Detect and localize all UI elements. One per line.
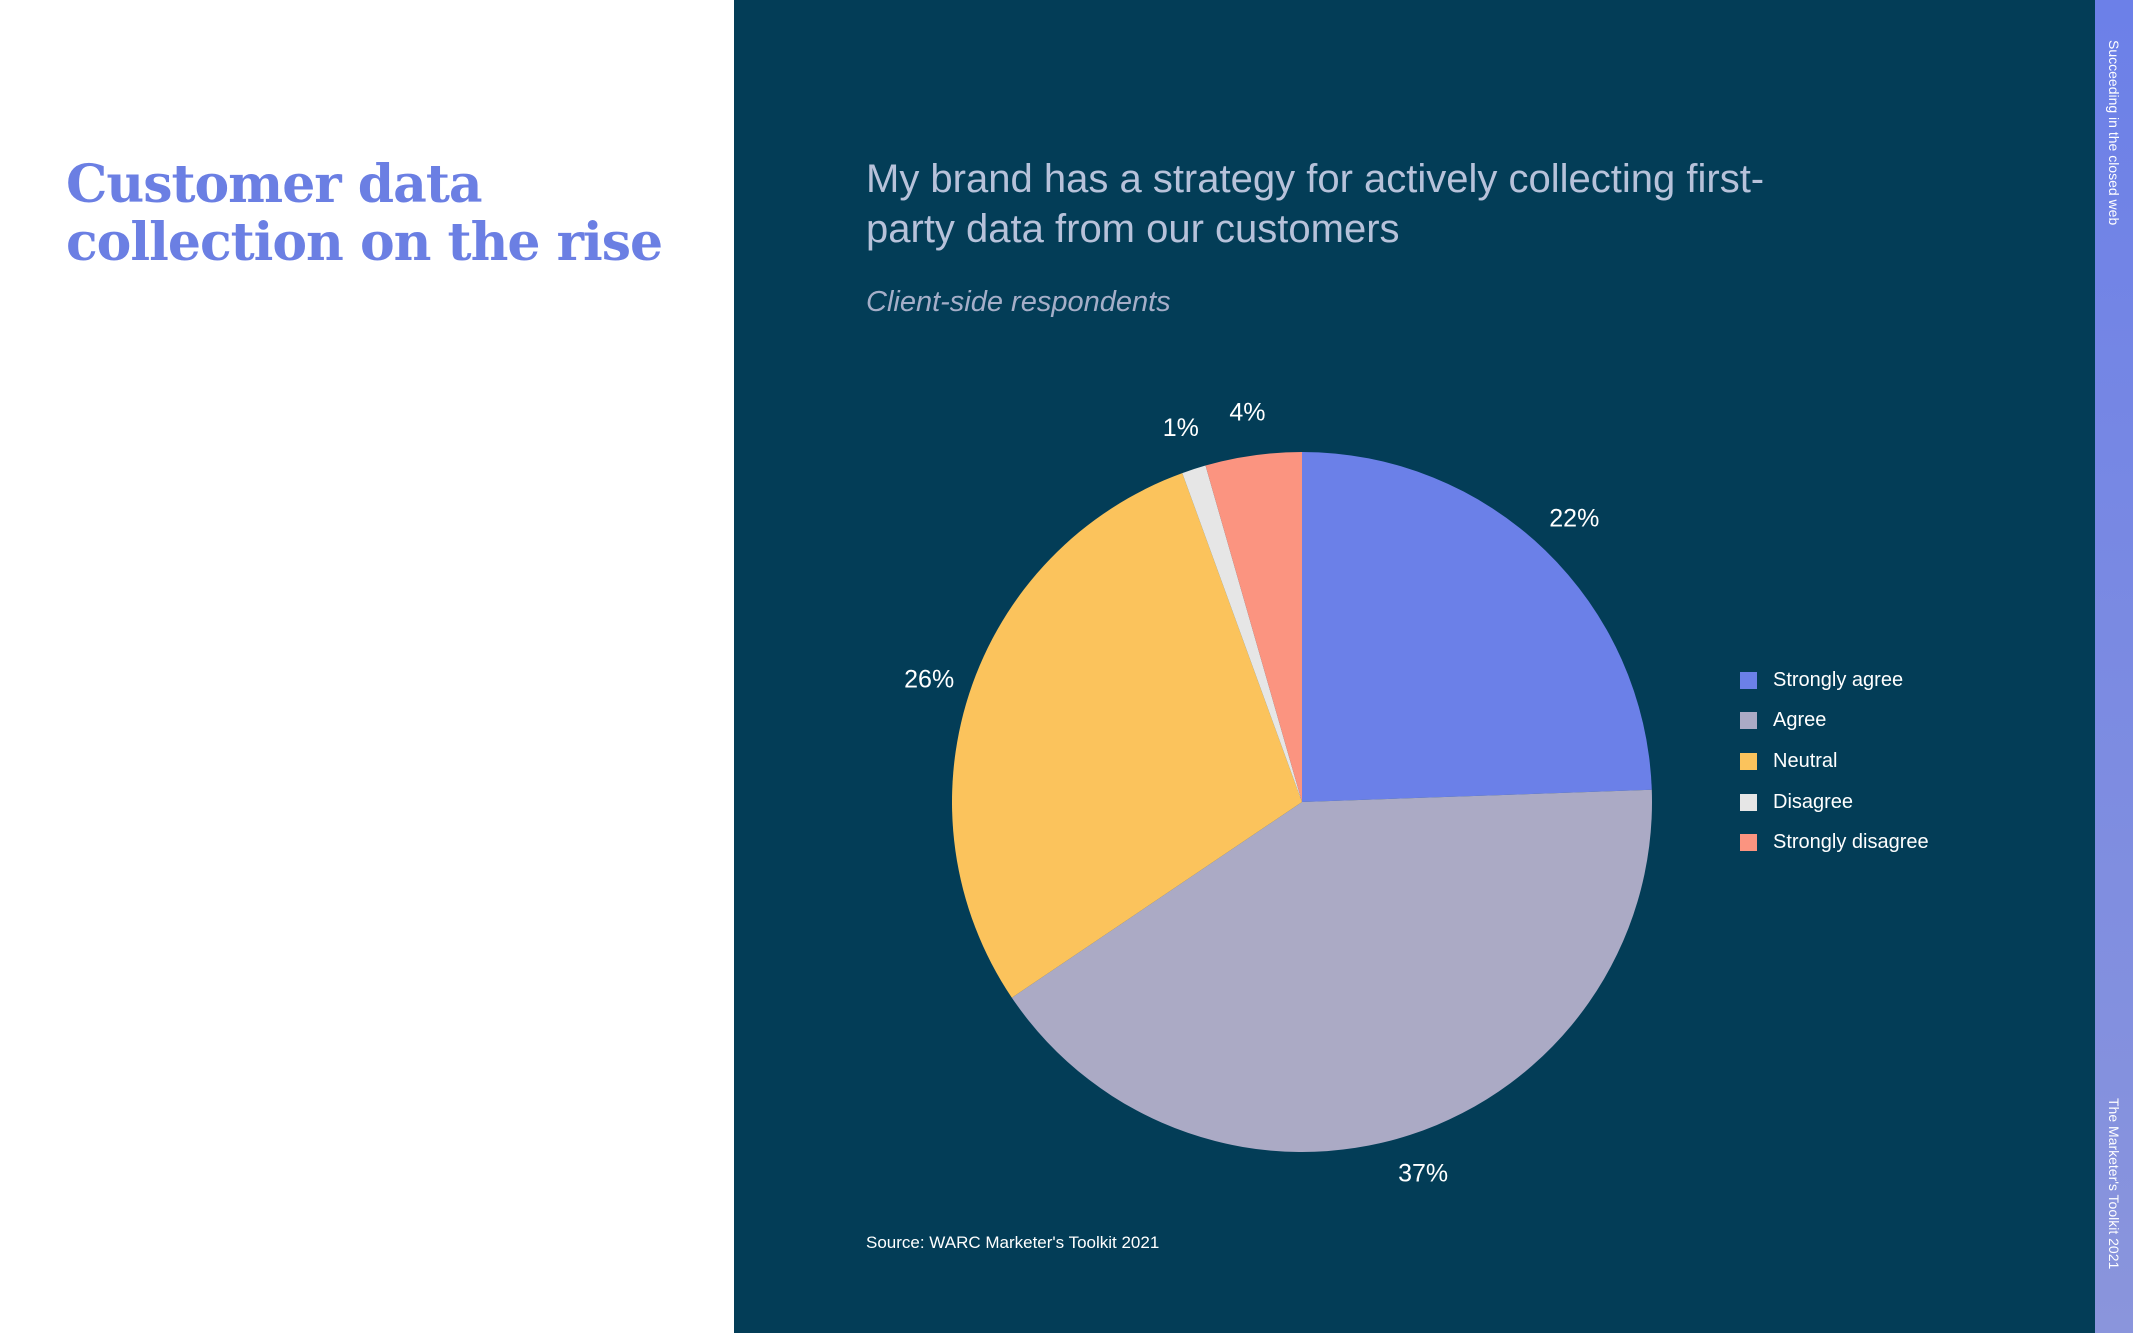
legend-label: Strongly agree — [1773, 669, 1903, 692]
legend-label: Disagree — [1773, 791, 1853, 814]
data-label-agree: 37% — [1398, 1159, 1448, 1187]
legend-item-disagree: Disagree — [1740, 782, 1929, 823]
side-strip-bottom-text: The Marketer's Toolkit 2021 — [2106, 1098, 2122, 1269]
legend-label: Agree — [1773, 709, 1826, 732]
source-note: Source: WARC Marketer's Toolkit 2021 — [866, 1233, 1159, 1253]
chart-legend: Strongly agree Agree Neutral Disagree Strong… — [1740, 660, 1929, 863]
page-headline: Customer data collection on the rise — [66, 156, 706, 272]
legend-swatch — [1740, 753, 1757, 770]
legend-swatch — [1740, 672, 1757, 689]
legend-swatch — [1740, 794, 1757, 811]
legend-label: Strongly disagree — [1773, 831, 1929, 854]
data-label-strongly-agree: 22% — [1549, 505, 1599, 533]
legend-item-neutral: Neutral — [1740, 741, 1929, 782]
data-label-strongly-disagree: 4% — [1229, 398, 1265, 426]
left-panel: Customer data collection on the rise — [0, 0, 734, 1333]
data-label-disagree: 1% — [1163, 414, 1199, 442]
data-label-neutral: 26% — [904, 665, 954, 693]
legend-swatch — [1740, 712, 1757, 729]
side-strip-top-text: Succeeding in the closed web — [2106, 40, 2122, 225]
legend-label: Neutral — [1773, 750, 1837, 773]
legend-item-agree: Agree — [1740, 701, 1929, 742]
legend-item-strongly-agree: Strongly agree — [1740, 660, 1929, 701]
chart-panel: My brand has a strategy for actively col… — [734, 0, 2095, 1333]
legend-swatch — [1740, 834, 1757, 851]
legend-item-strongly-disagree: Strongly disagree — [1740, 822, 1929, 863]
side-strip: Succeeding in the closed web The Markete… — [2095, 0, 2133, 1333]
